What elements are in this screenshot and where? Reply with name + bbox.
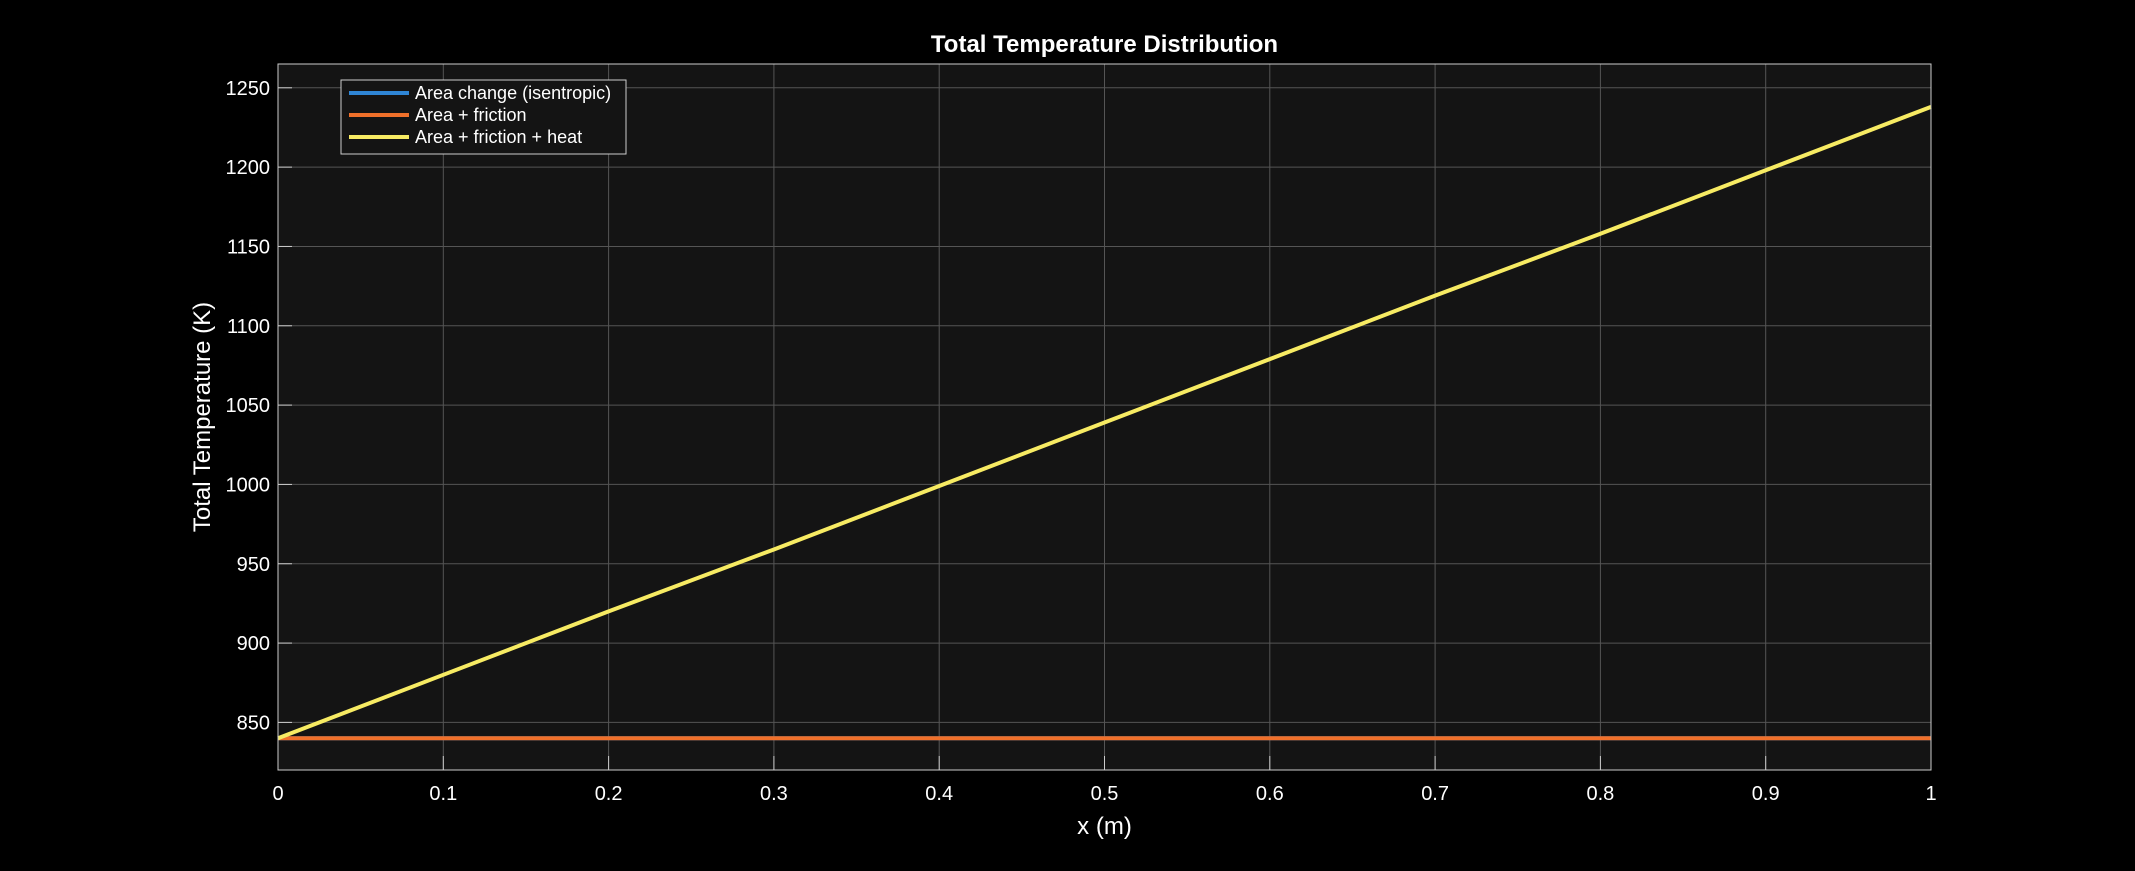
y-tick-label: 1150 <box>227 236 270 258</box>
x-tick-label: 0.7 <box>1421 783 1449 805</box>
x-tick-label: 0.4 <box>925 783 953 805</box>
y-tick-label: 1100 <box>227 316 270 338</box>
y-tick-label: 850 <box>237 712 270 734</box>
grid-lines <box>277 64 1932 770</box>
ticks: 0 0.1 0.2 0.3 0.4 0.5 0.6 0.7 0.8 0.9 1 850 900 950 10… <box>226 78 1937 805</box>
y-tick-label: 1050 <box>226 395 271 417</box>
x-tick-label: 0.5 <box>1091 783 1119 805</box>
legend-label-2: Area + friction <box>415 105 527 125</box>
x-tick-label: 0.1 <box>429 783 457 805</box>
y-tick-label: 900 <box>237 633 270 655</box>
x-tick-label: 0.6 <box>1256 783 1284 805</box>
x-tick-label: 1 <box>1925 783 1936 805</box>
x-tick-label: 0.8 <box>1586 783 1614 805</box>
x-tick-label: 0 <box>272 783 283 805</box>
y-tick-label: 1250 <box>226 78 271 100</box>
x-tick-label: 0.3 <box>760 783 788 805</box>
x-tick-label: 0.9 <box>1752 783 1780 805</box>
x-axis-title: x (m) <box>1077 813 1132 840</box>
y-tick-label: 1000 <box>226 474 271 496</box>
series-line-3 <box>277 104 1932 741</box>
y-axis-title: Total Temperature (K) <box>189 302 216 532</box>
x-tick-label: 0.2 <box>595 783 623 805</box>
series-layer <box>277 104 1932 741</box>
chart-title: Total Temperature Distribution <box>931 31 1278 58</box>
legend-label-3: Area + friction + heat <box>415 127 582 147</box>
legend-label-1: Area change (isentropic) <box>415 83 611 103</box>
y-tick-label: 950 <box>237 554 270 576</box>
legend: Area change (isentropic)Area + frictionA… <box>340 79 627 155</box>
y-tick-label: 1200 <box>226 157 271 179</box>
